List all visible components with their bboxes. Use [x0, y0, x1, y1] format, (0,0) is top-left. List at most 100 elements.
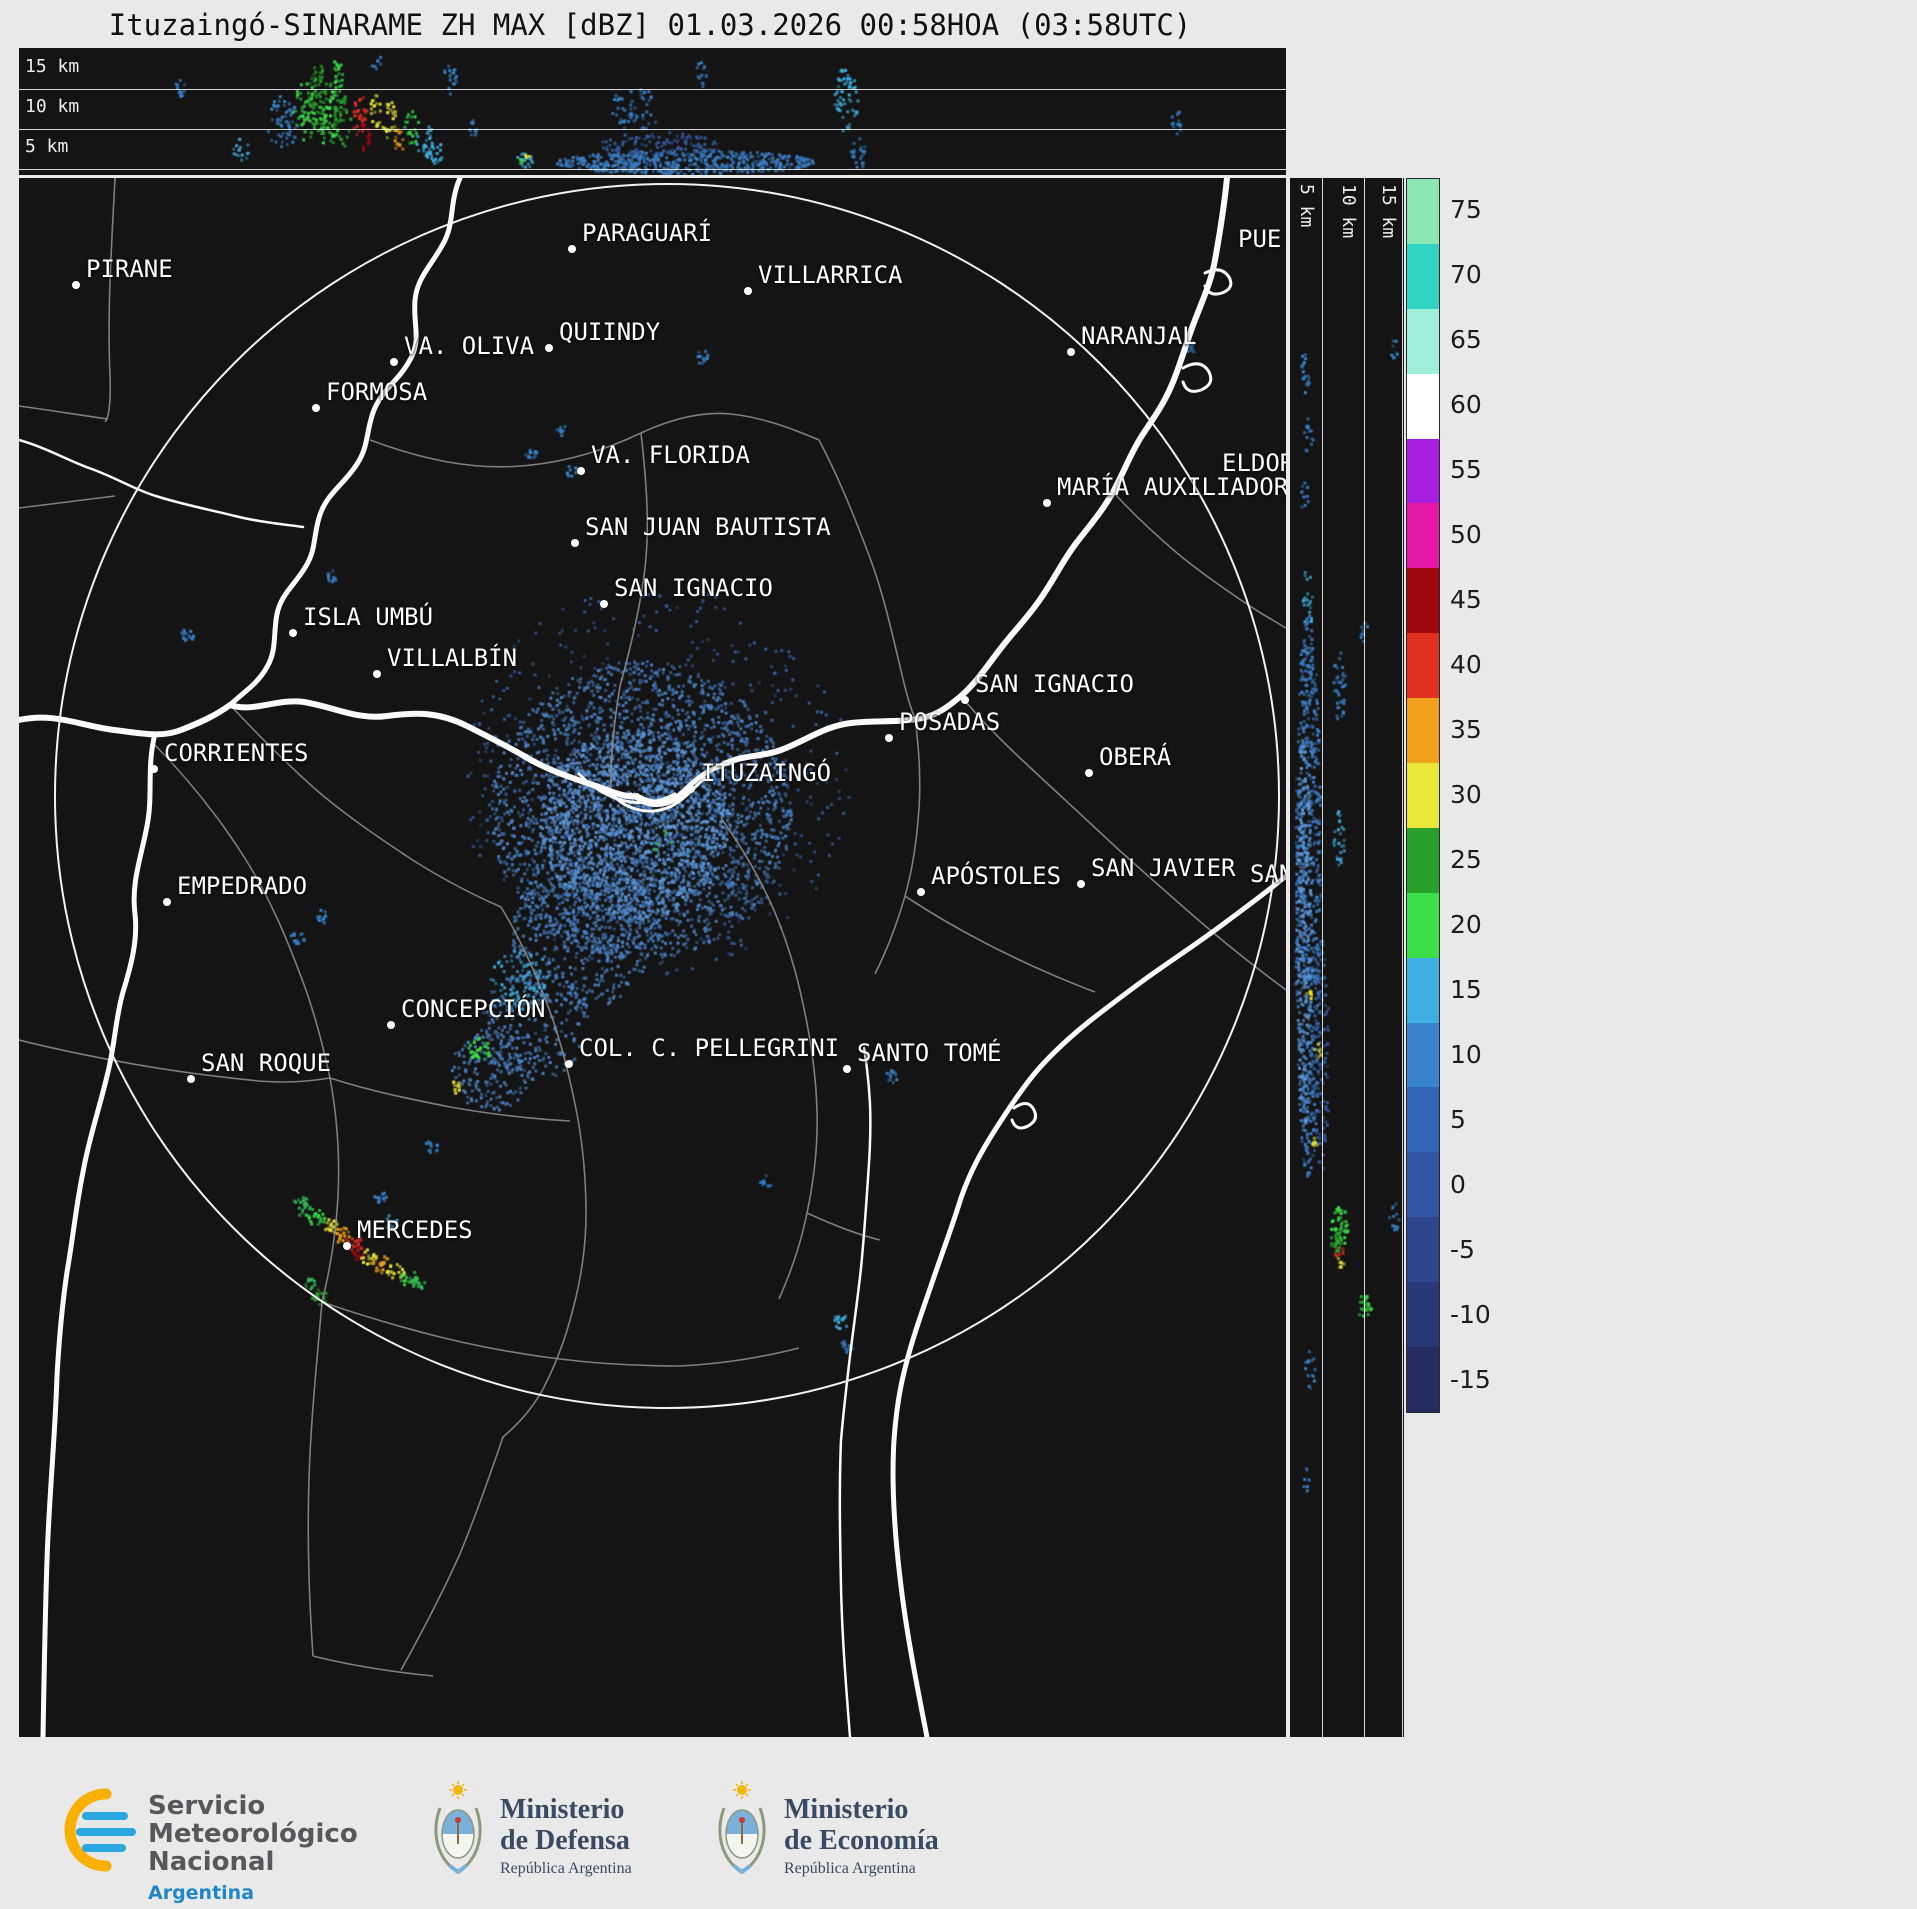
- admin-border-lines: [19, 178, 1286, 1677]
- city-dot: [289, 629, 297, 637]
- economia-line3: República Argentina: [784, 1860, 916, 1877]
- city-dot: [343, 1242, 351, 1250]
- city-dot: [568, 245, 576, 253]
- colorbar-tick-label: 25: [1450, 844, 1482, 874]
- colorbar-band: [1407, 1152, 1439, 1218]
- city-label: OBERÁ: [1099, 743, 1172, 771]
- city-dot: [917, 888, 925, 896]
- city-label: SANTO TOMÉ: [857, 1039, 1002, 1067]
- city-dot: [373, 670, 381, 678]
- city-dot: [744, 287, 752, 295]
- radar-echo-canvas-top: [19, 48, 1286, 175]
- city-dot: [687, 785, 695, 793]
- colorbar-band: [1407, 1087, 1439, 1153]
- city-dot: [600, 600, 608, 608]
- radar-range-ring: [54, 183, 1280, 1409]
- city-label: VILLALBÍN: [387, 644, 518, 672]
- city-dot: [187, 1075, 195, 1083]
- height-axis-label: 15 km: [1378, 184, 1399, 239]
- city-dot: [1067, 348, 1075, 356]
- height-gridline: [1322, 178, 1323, 1737]
- height-gridline: [19, 129, 1286, 130]
- colorbar-tick-label: 55: [1450, 454, 1482, 484]
- city-label: FORMOSA: [326, 378, 428, 406]
- colorbar-band: [1407, 1347, 1439, 1412]
- height-gridline: [19, 169, 1286, 170]
- city-label: MARÍA AUXILIADORA: [1057, 473, 1286, 501]
- city-label: SAN JAVIER: [1091, 854, 1236, 882]
- colorbar-tick-label: 45: [1450, 584, 1482, 614]
- map-geography: [19, 178, 1286, 1737]
- height-axis-label: 10 km: [25, 96, 80, 117]
- city-dot: [961, 696, 969, 704]
- city-label: VILLARRICA: [758, 261, 903, 289]
- radar-echo-canvas-right: [1290, 178, 1404, 1737]
- city-label: SAN IGNACIO: [614, 574, 773, 602]
- colorbar-band: [1407, 243, 1439, 309]
- colorbar-tick-label: 50: [1450, 519, 1482, 549]
- colorbar-ticks: 75 70 65 60 55 50 45 40 35 30 25 20 15 10 5 0 -5 -10 -15: [1450, 178, 1540, 1413]
- height-gridline: [19, 89, 1286, 90]
- colorbar-band: [1407, 633, 1439, 699]
- height-gridline: [1402, 178, 1403, 1737]
- city-label: VA. OLIVA: [404, 332, 535, 360]
- city-dot: [843, 1065, 851, 1073]
- defensa-line1: Ministerio: [500, 1794, 625, 1825]
- economia-line1: Ministerio: [784, 1794, 909, 1825]
- city-label: CORRIENTES: [164, 739, 309, 767]
- city-dot: [387, 1021, 395, 1029]
- city-label: SAN IGNACIO: [975, 670, 1134, 698]
- economia-name: Ministerio de Economía República Argenti…: [784, 1794, 939, 1878]
- city-label: SAN ROQUE: [201, 1049, 332, 1077]
- city-layer: PIRANE PARAGUARÍ VILLARRICA QUIINDY VA. OLIV…: [19, 178, 1286, 1737]
- colorbar-band: [1407, 698, 1439, 764]
- height-axis-label: 5 km: [25, 136, 69, 157]
- colorbar-band: [1407, 373, 1439, 439]
- city-label: CONCEPCIÓN: [401, 995, 546, 1023]
- city-label: EMPEDRADO: [177, 872, 308, 900]
- colorbar-tick-label: 65: [1450, 324, 1482, 354]
- city-dot: [1043, 499, 1051, 507]
- colorbar-band: [1407, 503, 1439, 569]
- colorbar-band: [1407, 1282, 1439, 1348]
- smn-name-line2: Meteorológico: [148, 1819, 358, 1849]
- defensa-line2: de Defensa: [500, 1825, 630, 1856]
- height-axis-label: 5 km: [1296, 184, 1317, 228]
- city-label: COL. C. PELLEGRINI: [579, 1034, 840, 1062]
- city-label: PIRANE: [86, 255, 173, 283]
- city-dot: [150, 765, 158, 773]
- colorbar-tick-label: -5: [1450, 1234, 1475, 1264]
- city-label: PUE: [1238, 225, 1282, 253]
- radar-map-panel: PIRANE PARAGUARÍ VILLARRICA QUIINDY VA. OLIV…: [19, 178, 1286, 1737]
- defensa-name: Ministerio de Defensa República Argentin…: [500, 1794, 632, 1878]
- smn-logo-icon: [64, 1788, 136, 1872]
- right-cross-section: 5 km 10 km 15 km: [1290, 178, 1404, 1737]
- defensa-coat-of-arms-icon: [434, 1781, 482, 1874]
- economia-coat-of-arms-icon: [718, 1781, 766, 1874]
- height-gridline: [1364, 178, 1365, 1737]
- city-label: PARAGUARÍ: [582, 219, 713, 247]
- economia-line2: de Economía: [784, 1825, 939, 1856]
- city-dot: [312, 404, 320, 412]
- smn-name-line4: Argentina: [148, 1882, 255, 1904]
- city-dot: [1077, 880, 1085, 888]
- city-label: APÓSTOLES: [931, 862, 1062, 890]
- city-label: SAN JUAN BAUTISTA: [585, 513, 831, 541]
- city-dot: [577, 467, 585, 475]
- colorbar-band: [1407, 568, 1439, 634]
- colorbar-band: [1407, 1022, 1439, 1088]
- colorbar-tick-label: 0: [1450, 1169, 1466, 1199]
- city-label: ISLA UMBÚ: [303, 603, 434, 631]
- colorbar-tick-label: 30: [1450, 779, 1482, 809]
- city-dot: [1085, 769, 1093, 777]
- smn-name-line3: Nacional: [148, 1847, 275, 1877]
- city-dot: [390, 358, 398, 366]
- colorbar-band: [1407, 827, 1439, 893]
- page-title: Ituzaingó-SINARAME ZH MAX [dBZ] 01.03.20…: [108, 8, 1192, 42]
- colorbar-tick-label: 60: [1450, 389, 1482, 419]
- colorbar-tick-label: 5: [1450, 1104, 1466, 1134]
- city-label: VA. FLORIDA: [591, 441, 750, 469]
- city-dot: [571, 539, 579, 547]
- colorbar-tick-label: 35: [1450, 714, 1482, 744]
